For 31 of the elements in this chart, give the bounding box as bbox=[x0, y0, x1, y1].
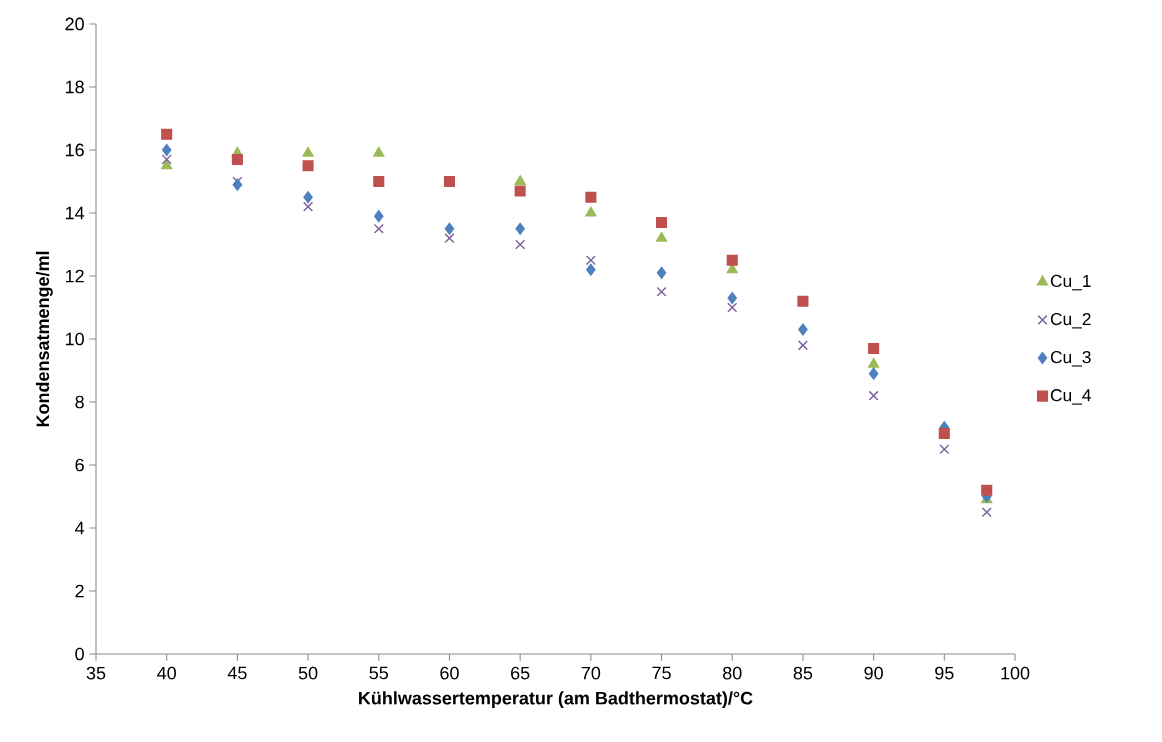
x-tick-label: 50 bbox=[298, 666, 318, 680]
y-tick-label: 20 bbox=[65, 17, 84, 31]
y-tick-label: 16 bbox=[65, 143, 84, 157]
x-tick-label: 100 bbox=[1001, 666, 1030, 680]
x-axis-title: Kühlwassertemperatur (am Badthermostat)/°C bbox=[359, 691, 753, 709]
x-tick-label: 95 bbox=[935, 666, 954, 680]
x-tick-label: 85 bbox=[793, 666, 813, 680]
y-tick-label: 10 bbox=[65, 332, 84, 346]
legend-label: Cu_1 bbox=[1050, 274, 1091, 291]
x-tick-label: 65 bbox=[511, 666, 530, 680]
x-tick-label: 60 bbox=[440, 666, 459, 680]
y-tick-label: 0 bbox=[75, 647, 84, 661]
x-tick-label: 45 bbox=[227, 666, 247, 680]
x-tick-label: 35 bbox=[86, 666, 106, 680]
y-tick-label: 14 bbox=[65, 206, 85, 220]
x-tick-label: 80 bbox=[723, 666, 742, 680]
legend-label: Cu_2 bbox=[1050, 312, 1091, 329]
x-tick-label: 55 bbox=[369, 666, 389, 680]
legend-label: Cu_3 bbox=[1050, 350, 1091, 367]
legend-label: Cu_4 bbox=[1050, 389, 1091, 405]
x-tick-label: 75 bbox=[652, 666, 671, 680]
y-tick-label: 6 bbox=[75, 458, 84, 472]
x-tick-label: 90 bbox=[864, 666, 883, 680]
x-tick-label: 40 bbox=[157, 666, 176, 680]
x-tick-label: 70 bbox=[581, 666, 601, 680]
y-axis-title: Kondensatmenge/ml bbox=[35, 251, 53, 427]
y-tick-label: 12 bbox=[65, 269, 84, 283]
y-tick-label: 18 bbox=[65, 80, 84, 94]
y-tick-label: 4 bbox=[75, 521, 85, 535]
y-tick-label: 2 bbox=[75, 584, 84, 598]
y-tick-label: 8 bbox=[75, 395, 84, 409]
